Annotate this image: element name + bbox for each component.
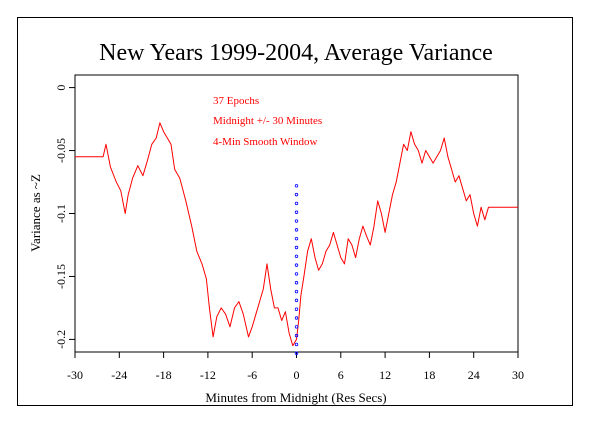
midnight-marker-point (294, 342, 299, 347)
x-tick-label: -12 (200, 368, 216, 382)
midnight-marker-point (294, 272, 299, 276)
x-tick-label: -6 (247, 368, 257, 382)
midnight-marker-point (294, 298, 299, 303)
annotation-smoothing: 4-Min Smooth Window (213, 136, 318, 148)
variance-series-line (75, 122, 518, 347)
y-tick-label: -0.2 (54, 330, 68, 349)
y-axis: 0 -0.05 -0.1 -0.15 -0.2 (54, 85, 75, 349)
x-tick-label: -30 (67, 368, 83, 382)
midnight-marker-point (294, 316, 299, 320)
y-axis-label: Variance as ~Z (28, 174, 43, 252)
midnight-marker-point (294, 201, 299, 206)
annotation-window: Midnight +/- 30 Minutes (213, 115, 322, 127)
x-tick-label: 0 (294, 368, 300, 382)
midnight-marker-point (294, 192, 299, 197)
x-axis: -30 -24 -18 -12 -6 0 6 12 18 24 30 (67, 352, 524, 382)
midnight-marker-point (294, 228, 299, 232)
chart-title: New Years 1999-2004, Average Variance (99, 40, 493, 66)
midnight-marker-point (294, 307, 299, 311)
y-tick-label: -0.05 (54, 138, 68, 163)
y-tick-label: -0.1 (54, 204, 68, 223)
midnight-marker-point (294, 289, 299, 294)
figure-border (17, 17, 573, 406)
series-layer (75, 122, 518, 355)
y-tick-label: 0 (54, 85, 68, 91)
midnight-marker-point (294, 254, 299, 259)
midnight-marker-point (294, 263, 299, 267)
midnight-marker-point (294, 245, 299, 250)
x-tick-label: 18 (423, 368, 435, 382)
y-tick-label: -0.15 (54, 264, 68, 289)
x-tick-label: -24 (111, 368, 127, 382)
x-tick-label: 30 (512, 368, 524, 382)
midnight-marker-point (294, 210, 299, 214)
x-tick-label: 24 (468, 368, 480, 382)
x-tick-label: 12 (379, 368, 391, 382)
x-axis-label: Minutes from Midnight (Res Secs) (205, 390, 386, 405)
x-tick-label: 6 (338, 368, 344, 382)
midnight-marker-point (294, 325, 299, 329)
midnight-marker-point (294, 184, 299, 188)
x-tick-label: -18 (156, 368, 172, 382)
annotation-epochs: 37 Epochs (213, 95, 259, 107)
midnight-marker-point (294, 219, 299, 223)
midnight-marker-point (294, 281, 299, 285)
midnight-marker-point (294, 351, 299, 355)
midnight-marker-point (294, 236, 299, 241)
midnight-marker-point (294, 333, 299, 338)
